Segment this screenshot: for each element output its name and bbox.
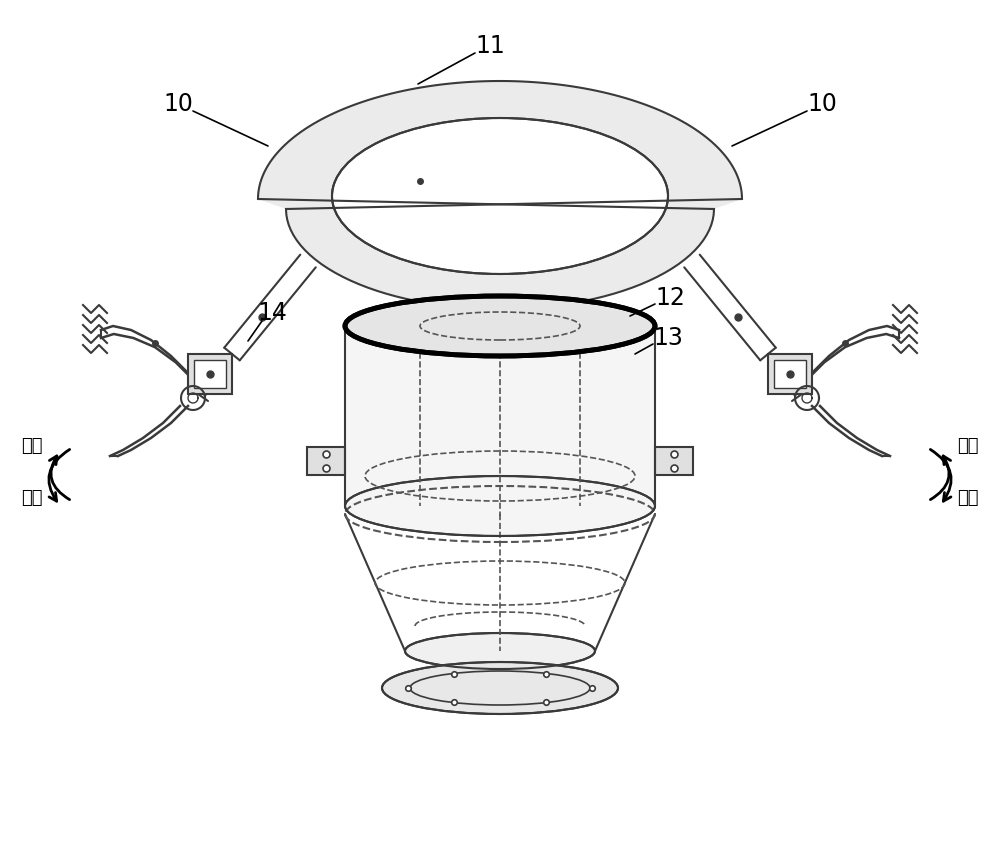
Text: 13: 13: [653, 326, 683, 350]
Ellipse shape: [405, 633, 595, 669]
Bar: [768, 354, 812, 394]
Ellipse shape: [382, 662, 618, 714]
Bar: [194, 360, 226, 388]
Text: 14: 14: [257, 301, 287, 325]
Bar: [188, 354, 232, 394]
Text: 12: 12: [655, 286, 685, 310]
Ellipse shape: [332, 118, 668, 274]
FancyArrowPatch shape: [930, 449, 951, 501]
Text: 松开: 松开: [957, 437, 979, 455]
Polygon shape: [345, 326, 655, 506]
Ellipse shape: [345, 476, 655, 536]
Bar: [774, 360, 806, 388]
Ellipse shape: [345, 296, 655, 356]
Polygon shape: [258, 81, 742, 309]
Text: 10: 10: [807, 92, 837, 116]
Text: 夹紧: 夹紧: [21, 489, 43, 507]
Bar: [307, 447, 345, 475]
Text: 夹紧: 夹紧: [957, 489, 979, 507]
Text: 11: 11: [475, 34, 505, 58]
FancyArrowPatch shape: [49, 456, 70, 500]
Bar: [655, 447, 693, 475]
FancyArrowPatch shape: [49, 449, 70, 501]
FancyArrowPatch shape: [930, 456, 951, 500]
Text: 松开: 松开: [21, 437, 43, 455]
Text: 10: 10: [163, 92, 193, 116]
